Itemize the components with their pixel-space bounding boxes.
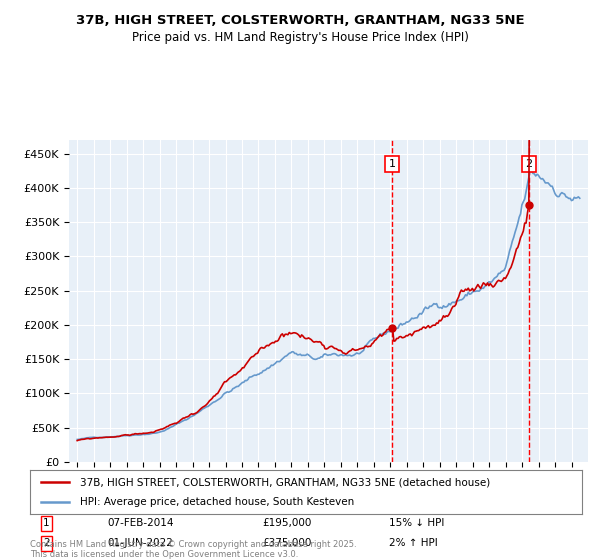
Text: £375,000: £375,000 (262, 538, 311, 548)
Text: 2: 2 (43, 538, 50, 548)
Text: 1: 1 (388, 159, 395, 169)
Text: Price paid vs. HM Land Registry's House Price Index (HPI): Price paid vs. HM Land Registry's House … (131, 31, 469, 44)
Text: 37B, HIGH STREET, COLSTERWORTH, GRANTHAM, NG33 5NE (detached house): 37B, HIGH STREET, COLSTERWORTH, GRANTHAM… (80, 477, 490, 487)
Text: 07-FEB-2014: 07-FEB-2014 (107, 518, 174, 528)
Text: 1: 1 (43, 518, 50, 528)
Text: HPI: Average price, detached house, South Kesteven: HPI: Average price, detached house, Sout… (80, 497, 354, 507)
Text: 2% ↑ HPI: 2% ↑ HPI (389, 538, 437, 548)
Text: 37B, HIGH STREET, COLSTERWORTH, GRANTHAM, NG33 5NE: 37B, HIGH STREET, COLSTERWORTH, GRANTHAM… (76, 14, 524, 27)
Text: 2: 2 (526, 159, 533, 169)
Text: 15% ↓ HPI: 15% ↓ HPI (389, 518, 444, 528)
Text: Contains HM Land Registry data © Crown copyright and database right 2025.
This d: Contains HM Land Registry data © Crown c… (30, 540, 356, 559)
Text: £195,000: £195,000 (262, 518, 311, 528)
Text: 01-JUN-2022: 01-JUN-2022 (107, 538, 173, 548)
